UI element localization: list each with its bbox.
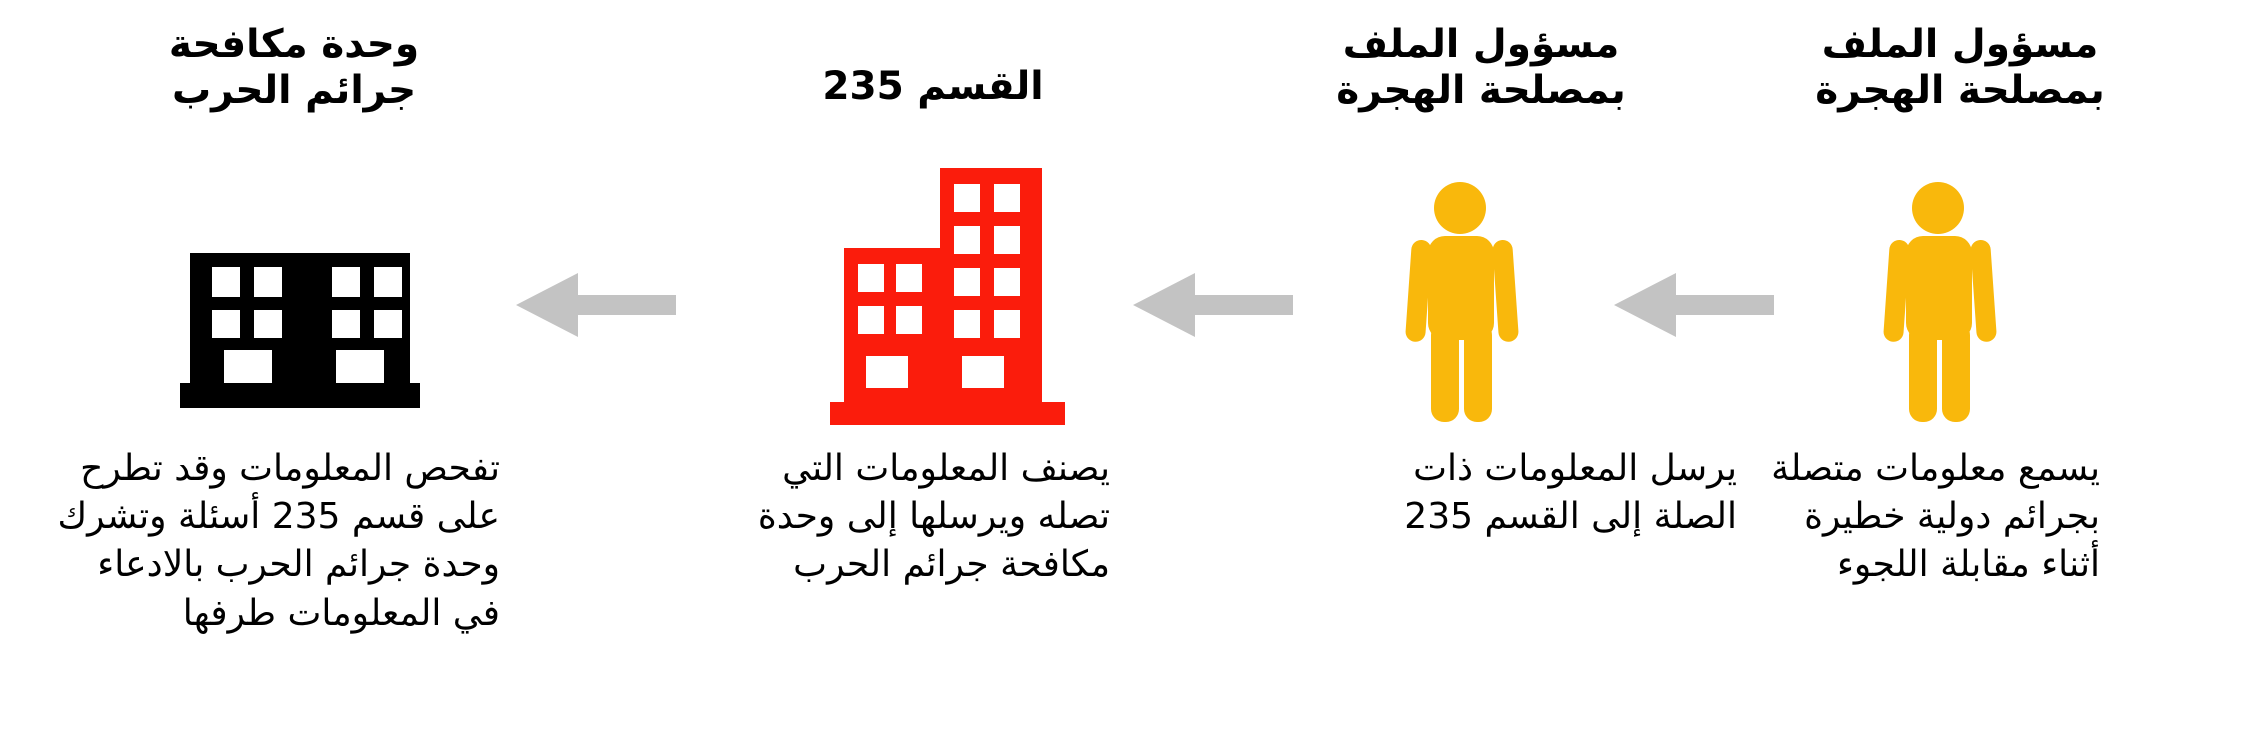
step-4-title: وحدة مكافحة جرائم الحرب [168,22,420,113]
building-icon-black [180,253,420,408]
step-3-description: يصنف المعلومات التي تصله ويرسلها إلى وحد… [757,448,1110,586]
flow-arrow-icon [1133,273,1293,337]
flow-arrow-icon [516,273,676,337]
building-icon-red [830,168,1065,425]
person-icon [1405,182,1519,422]
step-3-title: القسم 235 [822,64,1044,109]
step-1-title: مسؤول الملف بمصلحة الهجرة [1815,22,2105,113]
step-2-title: مسؤول الملف بمصلحة الهجرة [1336,22,1626,113]
flow-arrow-icon [1614,273,1774,337]
person-icon [1883,182,1997,422]
step-2-description: يرسل المعلومات ذات الصلة إلى القسم 235 [1404,448,1737,538]
step-4-description: تفحص المعلومات وقد تطرح على قسم 235 أسئل… [57,448,501,634]
step-1-description: يسمع معلومات متصلة بجرائم دولية خطيرة أث… [1771,448,2100,586]
